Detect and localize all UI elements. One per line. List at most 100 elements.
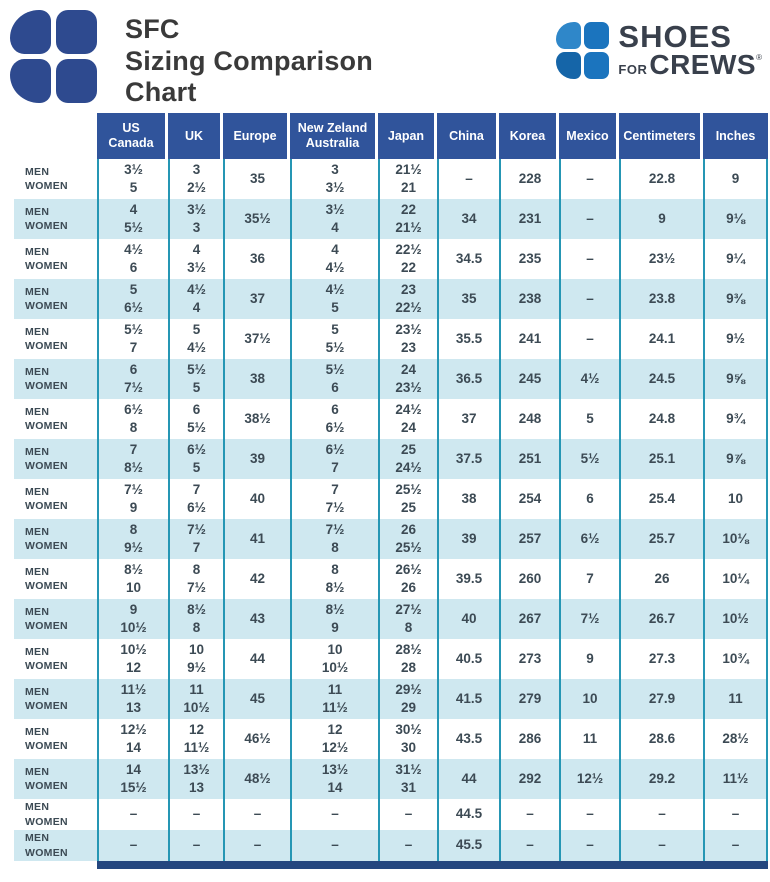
size-cell: 5½: [559, 439, 619, 479]
size-cell: 4½ 5: [290, 279, 378, 319]
size-cell: 12 11½: [168, 719, 223, 759]
size-cell: 11: [703, 679, 768, 719]
size-cell: 43.5: [437, 719, 499, 759]
size-cell: 40.5: [437, 639, 499, 679]
size-cell: 10 9½: [168, 639, 223, 679]
table-bottom-bar: [97, 861, 768, 869]
size-cell: 8½ 10: [97, 559, 168, 599]
size-cell: 24.1: [619, 319, 703, 359]
size-cell: 36: [223, 239, 290, 279]
size-cell: 9⅝: [703, 359, 768, 399]
size-cell: 37: [223, 279, 290, 319]
size-cell: 3½ 4: [290, 199, 378, 239]
size-cell: –: [290, 830, 378, 861]
brand-pane-top-left: [556, 22, 582, 49]
size-cell: 22.8: [619, 159, 703, 199]
size-cell: –: [499, 830, 559, 861]
size-cell: 7 8½: [97, 439, 168, 479]
size-cell: 27½ 8: [378, 599, 437, 639]
size-cell: 10½ 12: [97, 639, 168, 679]
size-cell: 44: [223, 639, 290, 679]
size-cell: –: [378, 799, 437, 830]
size-cell: –: [97, 830, 168, 861]
row-label-men-women: MEN WOMEN: [25, 365, 68, 392]
size-cell: 228: [499, 159, 559, 199]
size-cell: 10 10½: [290, 639, 378, 679]
size-cell: –: [559, 799, 619, 830]
size-cell: 31½ 31: [378, 759, 437, 799]
brand-for-crews-row: FOR CREWS ®: [618, 50, 762, 79]
size-cell: –: [168, 799, 223, 830]
size-cell: 34.5: [437, 239, 499, 279]
size-cell: 4½ 4: [168, 279, 223, 319]
size-cell: 35: [437, 279, 499, 319]
size-cell: 3 3½: [290, 159, 378, 199]
size-cell: 9 10½: [97, 599, 168, 639]
size-cell: 24½ 24: [378, 399, 437, 439]
size-cell: 35½: [223, 199, 290, 239]
size-cell: 10½: [703, 599, 768, 639]
size-cell: 10: [559, 679, 619, 719]
size-cell: 7 6½: [168, 479, 223, 519]
row-label-men-women: MEN WOMEN: [25, 685, 68, 712]
row-label-men-women: MEN WOMEN: [25, 325, 68, 352]
header-cell-2: Europe: [223, 113, 290, 159]
header-cell-0: US Canada: [97, 113, 168, 159]
size-cell: 29½ 29: [378, 679, 437, 719]
size-cell: –: [619, 799, 703, 830]
size-cell: 40: [223, 479, 290, 519]
size-cell: 36.5: [437, 359, 499, 399]
size-cell: 9⅜: [703, 279, 768, 319]
shoes-for-crews-logo-icon: [556, 22, 610, 80]
size-cell: 37½: [223, 319, 290, 359]
size-cell: 8½ 8: [168, 599, 223, 639]
brand-pane-top-right: [584, 22, 610, 49]
size-cell: 260: [499, 559, 559, 599]
table-row: MEN WOMEN 5 6½ 4½ 4 37 4½ 5 23 22½ 35 238–23.8 9⅜: [14, 279, 768, 319]
table-row: MEN WOMEN 12½ 14 12 11½ 46½ 12 12½ 30½ 30 43.5 286 11…: [14, 719, 768, 759]
row-label-men-women: MEN WOMEN: [25, 645, 68, 672]
size-cell: 5½ 7: [97, 319, 168, 359]
size-cell: 10¼: [703, 559, 768, 599]
size-cell: 11½: [703, 759, 768, 799]
logo-pane-top-left: [10, 10, 51, 54]
size-cell: 29.2: [619, 759, 703, 799]
size-cell: 6½ 7: [290, 439, 378, 479]
brand-shoes-text: SHOES: [618, 19, 732, 55]
size-cell: 24 23½: [378, 359, 437, 399]
size-cell: 25½ 25: [378, 479, 437, 519]
table-row: MEN WOMEN 4½ 6 4 3½ 36 4 4½ 22½ 22 34.5 235–23½ 9¼: [14, 239, 768, 279]
size-cell: 251: [499, 439, 559, 479]
size-cell: –: [703, 799, 768, 830]
table-row: MEN WOMEN 14 15½ 13½ 13 48½ 13½ 14 31½ 31 44 292 12½ 2…: [14, 759, 768, 799]
table-row: MEN WOMEN 9 10½ 8½ 8 43 8½ 9 27½ 8 40 267 7½ 26.7 10½: [14, 599, 768, 639]
size-cell: 286: [499, 719, 559, 759]
size-cell: 12 12½: [290, 719, 378, 759]
size-cell: –: [559, 239, 619, 279]
size-cell: 5 5½: [290, 319, 378, 359]
brand-wordmark: SHOES FOR CREWS ®: [618, 19, 762, 79]
size-cell: 235: [499, 239, 559, 279]
row-label-men-women: MEN WOMEN: [25, 832, 68, 859]
size-cell: –: [559, 199, 619, 239]
size-cell: –: [559, 319, 619, 359]
size-cell: –: [559, 159, 619, 199]
size-cell: –: [290, 799, 378, 830]
size-cell: 23½: [619, 239, 703, 279]
size-cell: –: [168, 830, 223, 861]
size-cell: 292: [499, 759, 559, 799]
size-cell: 4½ 6: [97, 239, 168, 279]
size-cell: 13½ 14: [290, 759, 378, 799]
size-cell: 273: [499, 639, 559, 679]
size-cell: 9½: [703, 319, 768, 359]
size-cell: 8 7½: [168, 559, 223, 599]
header-cell-4: Japan: [378, 113, 437, 159]
size-cell: 13½ 13: [168, 759, 223, 799]
size-cell: 4 4½: [290, 239, 378, 279]
size-cell: 3½ 5: [97, 159, 168, 199]
table-row: MEN WOMEN 7 8½ 6½ 5 39 6½ 7 25 24½ 37.5 251 5½ 25.1 9⅞: [14, 439, 768, 479]
size-cell: 28.6: [619, 719, 703, 759]
row-label-men-women: MEN WOMEN: [25, 445, 68, 472]
size-cell: –: [223, 830, 290, 861]
